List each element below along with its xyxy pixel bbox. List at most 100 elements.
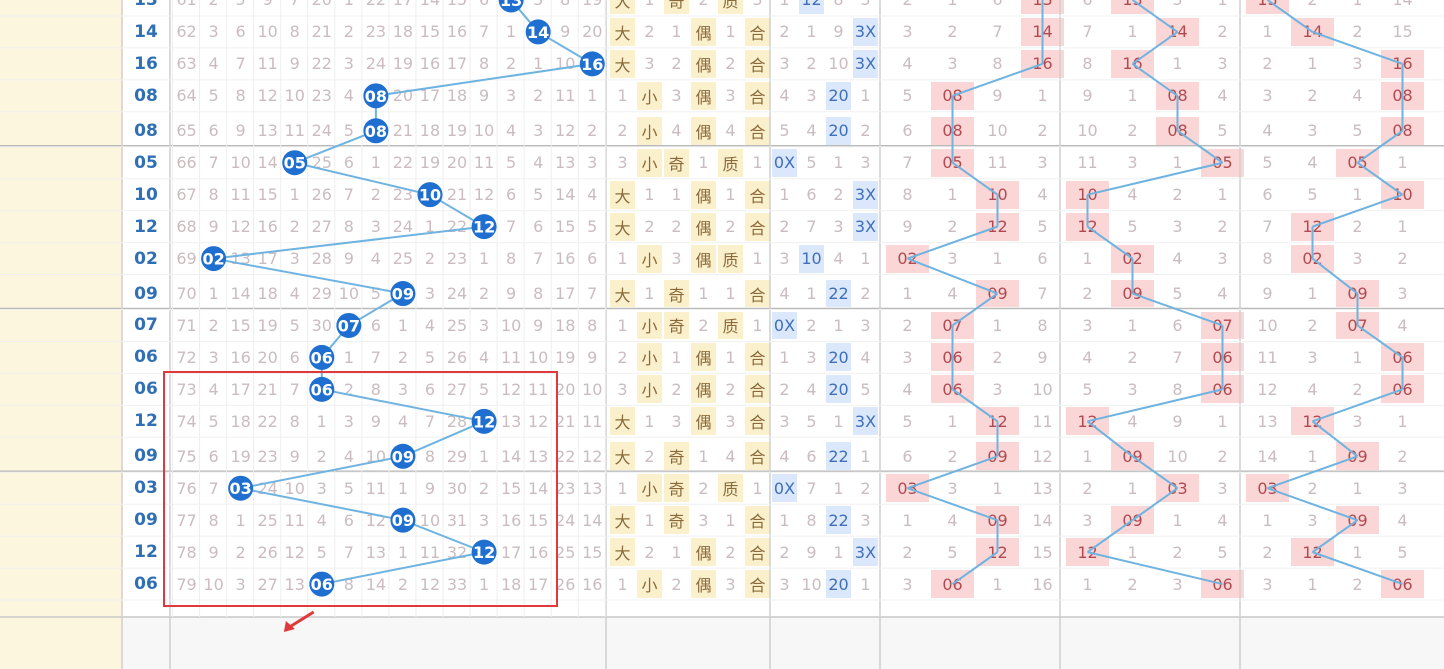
group-miss: 2 xyxy=(902,315,913,335)
group-miss: 6 xyxy=(1172,315,1183,335)
group-miss: 3 xyxy=(1217,54,1228,74)
attr-miss: 1 xyxy=(698,446,709,466)
attr-miss: 1 xyxy=(671,347,682,367)
attr-hit: 大 xyxy=(610,538,635,567)
number-ball-label: 05 xyxy=(284,154,306,173)
road-hit: 0X xyxy=(772,148,797,177)
number-ball xyxy=(309,344,335,370)
group-miss: 7 xyxy=(1082,22,1093,42)
group-miss: 7 xyxy=(1262,217,1273,237)
miss-count: 2 xyxy=(289,217,300,237)
drawn-value: 09 xyxy=(134,510,158,531)
attr-hit: 偶 xyxy=(691,116,716,145)
miss-count: 16 xyxy=(419,54,441,74)
group-miss: 1 xyxy=(1172,153,1183,173)
miss-count: 1 xyxy=(424,217,436,237)
miss-count: 4 xyxy=(208,379,219,399)
miss-count: 11 xyxy=(473,153,495,173)
attr-hit: 奇 xyxy=(664,148,689,177)
group-hit: 13 xyxy=(1246,0,1289,14)
group-miss: 1 xyxy=(992,478,1003,498)
group-miss: 3 xyxy=(1037,153,1048,173)
road-miss: 2 xyxy=(860,478,871,498)
miss-count: 12 xyxy=(257,86,278,106)
group-miss: 14 xyxy=(1032,510,1053,530)
group-miss: 3 xyxy=(1156,0,1199,14)
miss-count: 3 xyxy=(316,478,327,498)
group-miss: 3 xyxy=(1082,510,1093,530)
group-miss: 9 xyxy=(1172,411,1183,431)
miss-count: 78 xyxy=(176,542,197,562)
miss-count: 2 xyxy=(200,0,227,15)
group-miss: 5 xyxy=(902,86,913,106)
miss-count: 75 xyxy=(176,446,197,466)
miss-count: 7 xyxy=(533,249,544,269)
attr-miss: 4 xyxy=(671,121,682,141)
miss-count: 3 xyxy=(397,379,408,399)
miss-count: 7 xyxy=(289,379,300,399)
road-hit: 20 xyxy=(826,81,851,110)
footer-bg xyxy=(122,617,1444,669)
miss-count: 3 xyxy=(587,153,598,173)
group-miss: 6 xyxy=(1262,185,1273,205)
road-hit: 0X xyxy=(772,311,797,340)
drawn-value: 06 xyxy=(134,379,158,400)
group-miss: 3 xyxy=(1307,347,1318,367)
miss-count: 15 xyxy=(444,0,471,15)
attr-hit: 偶 xyxy=(691,343,716,372)
group-miss: 1 xyxy=(1082,446,1093,466)
miss-count: 28 xyxy=(311,249,332,269)
miss-count: 11 xyxy=(527,379,549,399)
attr-miss: 4 xyxy=(725,121,736,141)
miss-count: 70 xyxy=(176,284,197,304)
group-miss: 4 xyxy=(1352,86,1363,106)
group-miss: 2 xyxy=(1127,574,1138,594)
drawn-value: 07 xyxy=(134,315,158,336)
attr-hit: 合 xyxy=(745,81,770,110)
miss-count: 15 xyxy=(527,510,549,530)
group-miss: 3 xyxy=(902,22,913,42)
miss-count: 11 xyxy=(582,411,603,431)
attr-miss: 1 xyxy=(617,315,628,335)
miss-count: 11 xyxy=(230,185,251,205)
group-miss: 4 xyxy=(902,54,913,74)
miss-count: 7 xyxy=(506,217,517,237)
miss-count: 30 xyxy=(446,478,468,498)
road-hit: 12 xyxy=(799,0,824,14)
miss-count: 5 xyxy=(208,411,219,431)
miss-count: 10 xyxy=(284,478,305,498)
attr-miss: 1 xyxy=(671,185,682,205)
number-trend-line xyxy=(321,388,485,423)
number-trend-line xyxy=(294,129,377,164)
attr-miss: 1 xyxy=(725,284,736,304)
miss-count: 3 xyxy=(289,249,300,269)
group-miss: 2 xyxy=(1307,86,1318,106)
miss-count: 3 xyxy=(343,54,354,74)
miss-count: 2 xyxy=(424,249,436,269)
drawn-value: 14 xyxy=(134,21,158,42)
attr-hit: 奇 xyxy=(664,0,689,14)
group-trend-line xyxy=(1356,161,1404,196)
miss-count: 22 xyxy=(311,54,332,74)
number-ball-label: 08 xyxy=(365,87,387,106)
miss-count: 1 xyxy=(343,347,354,367)
number-ball-label: 16 xyxy=(581,55,603,74)
miss-count: 25 xyxy=(257,510,278,530)
miss-count: 10 xyxy=(257,22,278,42)
group-miss: 2 xyxy=(1082,284,1093,304)
group-hit: 09 xyxy=(976,506,1019,535)
miss-count: 12 xyxy=(473,185,495,205)
attr-hit: 小 xyxy=(637,81,662,110)
road-miss: 1 xyxy=(833,542,844,562)
miss-count: 24 xyxy=(311,121,332,141)
miss-count: 66 xyxy=(176,153,197,173)
group-miss: 2 xyxy=(1082,478,1093,498)
miss-count: 15 xyxy=(582,542,603,562)
road-miss: 1 xyxy=(779,185,790,205)
miss-count: 3 xyxy=(525,0,552,15)
miss-count: 8 xyxy=(552,0,579,15)
road-miss: 3 xyxy=(853,0,878,14)
group-miss: 7 xyxy=(1037,284,1048,304)
miss-count: 3 xyxy=(208,22,219,42)
road-miss: 8 xyxy=(806,510,817,530)
